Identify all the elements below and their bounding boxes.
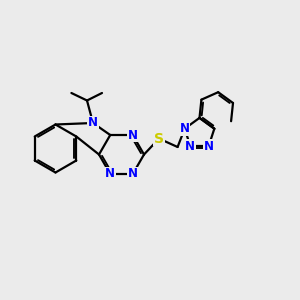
Text: N: N [204,140,214,153]
Text: N: N [128,167,138,181]
Text: S: S [154,132,164,145]
Text: N: N [88,116,98,130]
Text: N: N [185,140,195,153]
Text: N: N [128,128,138,142]
Text: N: N [105,167,115,181]
Text: N: N [180,122,190,135]
